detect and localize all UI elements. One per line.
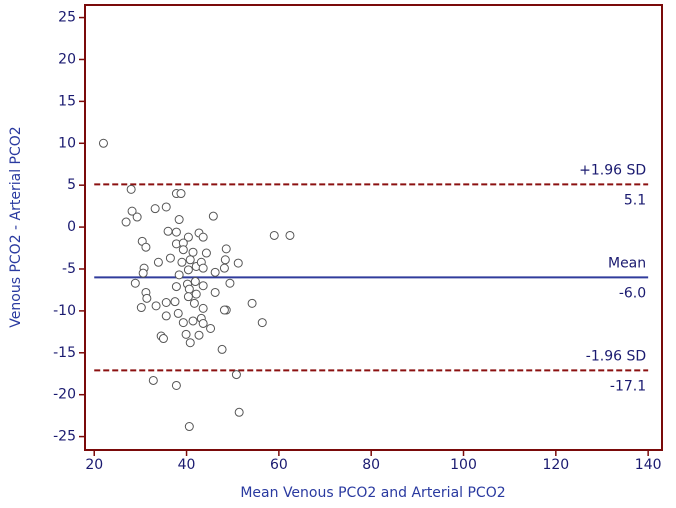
point	[165, 253, 175, 263]
point	[138, 268, 148, 278]
point	[158, 334, 168, 344]
point	[219, 263, 229, 273]
point	[191, 289, 201, 299]
point	[161, 202, 171, 212]
point	[163, 226, 173, 236]
point	[220, 255, 230, 265]
x-tick-label: 120	[542, 457, 569, 473]
point	[198, 232, 208, 242]
point	[194, 330, 204, 340]
point	[153, 257, 163, 267]
point	[225, 278, 235, 288]
point	[151, 301, 161, 311]
point	[136, 303, 146, 313]
point	[177, 257, 187, 267]
point	[189, 298, 199, 308]
reference-label: -1.96 SD	[586, 348, 646, 364]
point	[150, 204, 160, 214]
reference-label: Mean	[608, 255, 646, 271]
point	[171, 227, 181, 237]
point	[170, 297, 180, 307]
point	[233, 258, 243, 268]
y-tick-label: 20	[58, 51, 76, 67]
point	[171, 380, 181, 390]
point	[234, 407, 244, 417]
point	[98, 138, 108, 148]
y-tick-label: 0	[67, 219, 76, 235]
y-axis-title: Venous PCO2 - Arterial PCO2	[8, 126, 24, 327]
point	[221, 244, 231, 254]
point	[247, 298, 257, 308]
x-axis-title: Mean Venous PCO2 and Arterial PCO2	[240, 485, 505, 501]
plot-frame	[84, 4, 663, 451]
point	[142, 293, 152, 303]
y-tick-label: -25	[53, 429, 76, 445]
point	[257, 318, 267, 328]
point	[285, 230, 295, 240]
point	[174, 215, 184, 225]
point	[127, 206, 137, 216]
point	[183, 265, 193, 275]
point	[217, 344, 227, 354]
point	[183, 292, 193, 302]
x-tick-label: 20	[85, 457, 103, 473]
point	[184, 422, 194, 432]
point	[161, 311, 171, 321]
point	[188, 247, 198, 257]
point	[181, 329, 191, 339]
point	[183, 232, 193, 242]
x-tick-label: 80	[362, 457, 380, 473]
point	[185, 338, 195, 348]
point	[171, 282, 181, 292]
y-tick-label: 10	[58, 135, 76, 151]
y-tick-label: -10	[53, 303, 76, 319]
y-tick-label: -5	[62, 261, 76, 277]
point	[210, 287, 220, 297]
point	[206, 323, 216, 333]
y-tick-label: -15	[53, 345, 76, 361]
point	[184, 284, 194, 294]
point	[148, 375, 158, 385]
point	[198, 281, 208, 291]
x-tick-label: 40	[178, 457, 196, 473]
y-tick-label: 25	[58, 10, 76, 26]
point	[178, 318, 188, 328]
x-tick-label: 140	[635, 457, 662, 473]
point	[132, 212, 142, 222]
point	[178, 245, 188, 255]
point	[190, 277, 200, 287]
point	[121, 217, 131, 227]
point	[126, 184, 136, 194]
reference-value-label: 5.1	[624, 192, 646, 208]
point	[201, 248, 211, 258]
point	[174, 270, 184, 280]
point	[219, 305, 229, 315]
reference-label: +1.96 SD	[579, 162, 646, 178]
y-tick-label: 15	[58, 93, 76, 109]
point	[141, 242, 151, 252]
point	[231, 370, 241, 380]
point	[188, 316, 198, 326]
point	[185, 255, 195, 265]
y-tick-label: -20	[53, 387, 76, 403]
point	[176, 189, 186, 199]
y-tick-label: 5	[67, 177, 76, 193]
point	[198, 318, 208, 328]
point	[161, 298, 171, 308]
x-tick-label: 100	[450, 457, 477, 473]
point	[173, 308, 183, 318]
reference-value-label: -6.0	[619, 285, 646, 301]
point	[130, 278, 140, 288]
point	[198, 303, 208, 313]
point	[269, 230, 279, 240]
point	[198, 263, 208, 273]
x-tick-label: 60	[270, 457, 288, 473]
point	[210, 267, 220, 277]
point	[208, 211, 218, 221]
reference-value-label: -17.1	[610, 378, 646, 394]
